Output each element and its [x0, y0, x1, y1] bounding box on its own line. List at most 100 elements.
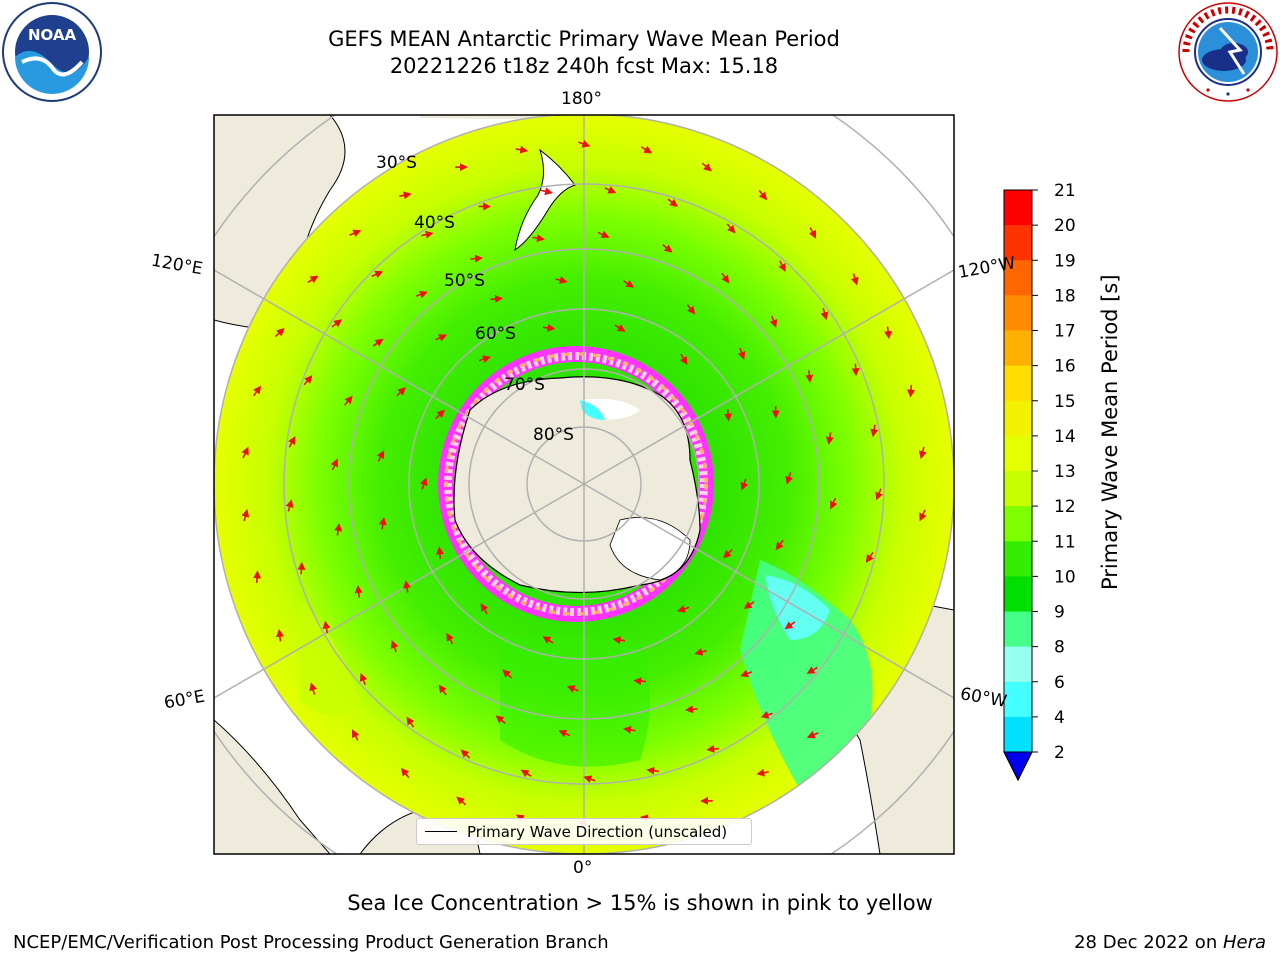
noaa-logo: NOAA — [2, 2, 102, 102]
colorbar-tick-label: 2 — [1054, 743, 1065, 763]
wave-arrow — [241, 446, 249, 459]
footer-date-text: 28 Dec 2022 on — [1074, 932, 1223, 953]
footer-date: 28 Dec 2022 on Hera — [1074, 932, 1266, 953]
wave-arrow — [686, 304, 696, 315]
wave-arrow — [349, 229, 362, 238]
colorbar-tick-label: 21 — [1054, 181, 1076, 201]
wave-arrow — [778, 260, 786, 272]
wave-arrow — [743, 601, 755, 609]
wave-arrow — [542, 323, 556, 332]
wave-arrow — [919, 509, 927, 522]
legend-label: Primary Wave Direction (unscaled) — [467, 822, 728, 841]
wave-arrow — [330, 458, 338, 471]
wave-arrow — [456, 796, 467, 806]
wave-arrow — [820, 307, 829, 321]
colorbar-tick-label: 6 — [1054, 673, 1065, 693]
wave-arrow — [372, 338, 384, 347]
low-period-region — [740, 560, 873, 790]
green-band-region — [500, 636, 650, 767]
colorbar-tick-label: 4 — [1054, 708, 1065, 728]
wave-arrow — [662, 244, 673, 253]
colorbar-segment — [1004, 225, 1032, 261]
colorbar-tick-label: 14 — [1054, 427, 1076, 447]
wave-arrow — [309, 682, 318, 695]
wave-arrow — [769, 315, 778, 328]
wave-arrow — [612, 636, 626, 645]
wave-arrow — [633, 677, 646, 686]
lat-label-80s: 80°S — [533, 425, 574, 445]
lon-label-180: 180° — [561, 89, 602, 109]
wave-arrow — [740, 669, 753, 678]
wave-arrow — [406, 716, 415, 728]
colorbar-tick-label: 17 — [1054, 322, 1076, 342]
colorbar-segment — [1004, 365, 1032, 402]
wave-arrow — [297, 561, 306, 575]
legend-line-swatch — [425, 831, 457, 832]
colorbar-segment — [1004, 646, 1032, 683]
wave-arrow — [542, 636, 554, 644]
map-frame — [213, 114, 955, 855]
lat-label-60s: 60°S — [475, 324, 516, 344]
wave-arrow — [371, 270, 384, 279]
colorbar-frame — [1003, 189, 1033, 782]
wave-arrow — [421, 230, 434, 239]
wave-arrow — [435, 546, 444, 559]
sea-ice-caption: Sea Ice Concentration > 15% is shown in … — [347, 891, 933, 915]
wave-arrow — [677, 605, 690, 613]
wave-arrow — [875, 488, 883, 501]
wave-arrow — [390, 640, 399, 653]
colorbar-segment — [1004, 330, 1032, 367]
wave-direction-arrows — [241, 139, 927, 829]
wave-arrow — [758, 189, 768, 201]
meridian-lines — [214, 115, 954, 854]
wave-arrow — [359, 673, 368, 686]
wave-arrow — [806, 730, 819, 739]
wave-arrow — [495, 715, 506, 724]
wave-arrow — [480, 603, 489, 615]
colorbar-tick-label: 15 — [1054, 392, 1076, 412]
chart-subtitle: 20221226 t18z 240h fcst Max: 15.18 — [389, 54, 779, 78]
wave-arrow — [403, 580, 411, 593]
wave-arrow — [808, 227, 817, 239]
wave-arrow — [640, 145, 653, 154]
wave-arrow — [756, 768, 769, 777]
africa-land — [214, 719, 331, 854]
wave-arrow — [478, 355, 491, 363]
wave-arrow — [555, 276, 568, 284]
wave-arrow — [726, 223, 736, 234]
footer-credit: NCEP/EMC/Verification Post Processing Pr… — [13, 932, 609, 953]
colorbar-tick-label: 20 — [1054, 216, 1076, 236]
wave-arrow — [285, 499, 294, 512]
wave-arrow — [540, 187, 553, 196]
colorbar-tick-label: 9 — [1054, 603, 1065, 623]
colorbar-tick-label: 16 — [1054, 357, 1076, 377]
wave-arrow — [706, 745, 719, 753]
colorbar-segment — [1004, 611, 1032, 648]
new-zealand-land — [514, 148, 576, 252]
colorbar-tick-label: 12 — [1054, 497, 1076, 517]
wave-arrow — [253, 570, 262, 583]
colorbar-tick-label: 19 — [1054, 251, 1076, 271]
wave-arrow — [806, 666, 818, 674]
wave-arrow — [354, 585, 363, 598]
wave-arrow — [351, 729, 360, 741]
wave-arrow — [884, 326, 893, 340]
footer-machine: Hera — [1222, 932, 1266, 953]
wave-arrow — [460, 749, 471, 759]
sea-ice-ring — [438, 346, 714, 622]
wave-arrow — [241, 508, 250, 522]
wave-arrow — [775, 539, 784, 551]
wave-arrow — [646, 766, 659, 775]
wave-arrow — [307, 275, 319, 284]
wave-arrow — [906, 385, 915, 398]
wave-arrow — [378, 516, 387, 530]
wave-arrow — [334, 523, 343, 536]
colorbar-segment — [1004, 506, 1032, 542]
colorbar-segment — [1004, 435, 1032, 472]
wave-arrow — [784, 621, 796, 630]
wave-arrow — [623, 725, 636, 734]
colorbar-segment — [1004, 541, 1032, 577]
wave-arrow — [435, 409, 445, 419]
wave-arrow — [303, 375, 313, 386]
